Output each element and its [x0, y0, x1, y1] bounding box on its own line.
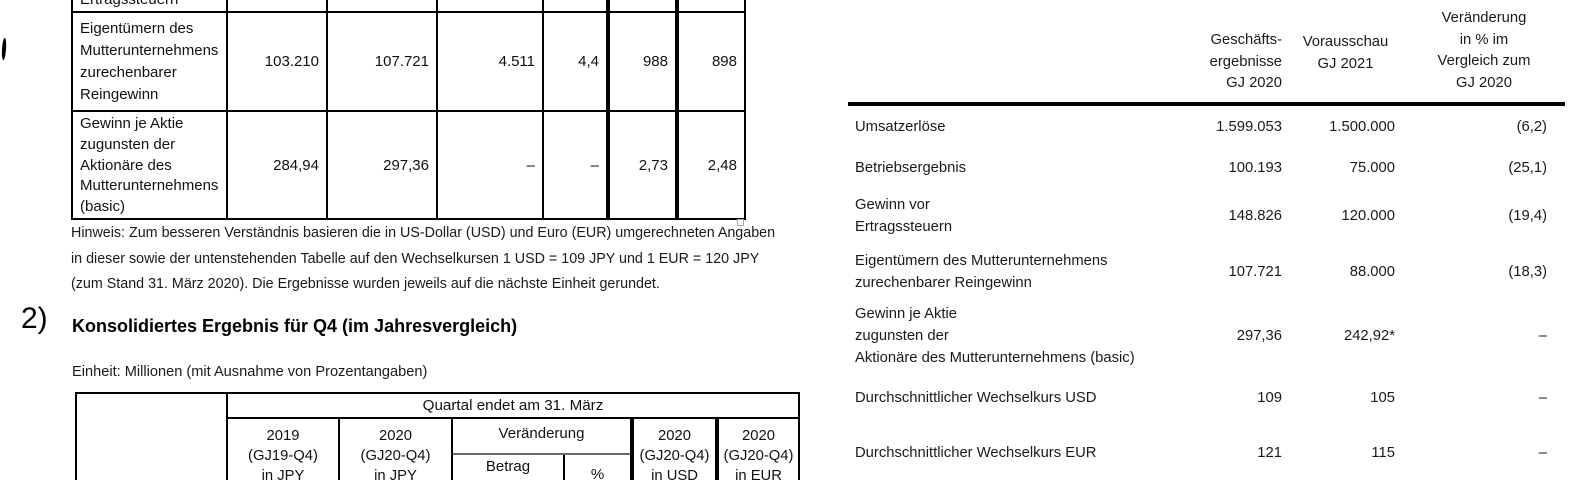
cut-off-glyph-fragment — [1, 37, 7, 61]
exchange-rate-note: Hinweis: Zum besseren Verständnis basier… — [71, 225, 776, 293]
section-title: Konsolidiertes Ergebnis für Q4 (im Jahre… — [72, 316, 518, 336]
table-cell: 105 — [1370, 389, 1395, 406]
table-cell: 1.599.053 — [1216, 118, 1282, 135]
table-cell: 2,73 — [606, 112, 675, 218]
table-cell: – — [1538, 389, 1547, 406]
table-cell — [438, 0, 544, 11]
header-rule — [848, 102, 1565, 106]
column-header-forecast-gj2021: Vorausschau GJ 2021 — [1302, 34, 1389, 72]
table-cell: (6,2) — [1516, 118, 1547, 135]
table-cell: 121 — [1257, 444, 1282, 461]
table-cell: 898 — [675, 13, 744, 110]
table-cell: 1.500.000 — [1329, 118, 1395, 135]
table-row: Gewinn vor Ertragssteuern 148.826 120.00… — [848, 188, 1565, 244]
column-header-results-gj2020: Geschäfts- ergebnisse GJ 2020 — [1209, 32, 1282, 91]
table-cell — [544, 0, 606, 11]
table-row: Durchschnittlicher Wechselkurs USD 109 1… — [848, 372, 1565, 424]
table-row-cut: Ertragssteuern — [73, 0, 744, 13]
table-cell: 988 — [606, 13, 675, 110]
row-label: Durchschnittlicher Wechselkurs EUR — [855, 444, 1097, 461]
column-header-percent: % — [590, 466, 605, 480]
column-header-change-percent: Veränderung in % im Vergleich zum GJ 202… — [1437, 10, 1531, 91]
table-cell — [328, 0, 438, 11]
column-header-2020-usd: 2020 (GJ20-Q4) in USD — [630, 419, 715, 480]
table-cell — [606, 0, 675, 11]
table-cell: 88.000 — [1349, 263, 1395, 280]
table-cell: 120.000 — [1341, 207, 1396, 224]
table-cell: 2,48 — [675, 112, 744, 218]
table-cell: 107.721 — [328, 13, 438, 110]
row-label-column — [77, 394, 228, 480]
table-cell: (25,1) — [1508, 159, 1547, 176]
table-cell: 242,92* — [1343, 327, 1395, 344]
table-cell: (18,3) — [1508, 263, 1547, 280]
table-cell: – — [438, 112, 544, 218]
row-label-cell: Ertragssteuern — [73, 0, 228, 11]
table-cell: 284,94 — [228, 112, 328, 218]
table-cell: (19,4) — [1508, 207, 1547, 224]
table-cell: 75.000 — [1349, 159, 1395, 176]
column-header-2020-eur: 2020 (GJ20-Q4) in EUR — [715, 419, 798, 480]
table-row: Durchschnittlicher Wechselkurs EUR 121 1… — [848, 424, 1565, 480]
unit-note: Einheit: Millionen (mit Ausnahme von Pro… — [72, 364, 428, 380]
table-row: Betriebsergebnis 100.193 75.000 (25,1) — [848, 148, 1565, 188]
table-cell: 297,36 — [328, 112, 438, 218]
table-cell: – — [590, 156, 599, 174]
table-cell: 4.511 — [438, 13, 544, 110]
table-cell — [228, 0, 328, 11]
q4-quarter-table: Quartal endet am 31. März 2019 (GJ19-Q4)… — [75, 392, 800, 480]
table-row: Gewinn je Aktie zugunsten der Aktionäre … — [73, 112, 744, 218]
table-cell: 148.826 — [1228, 207, 1283, 224]
table-cell: 297,36 — [1236, 327, 1282, 344]
consolidated-fullyear-table: Ertragssteuern Eigentümern des Mutterunt… — [71, 0, 746, 220]
table-cell: 4,4 — [578, 53, 599, 70]
row-label: Betriebsergebnis — [855, 159, 967, 176]
section-number: 2) — [21, 302, 48, 335]
object-anchor-icon — [737, 219, 744, 226]
table-row: Umsatzerlöse 1.599.053 1.500.000 (6,2) — [848, 106, 1565, 148]
column-header-2019-jpy: 2019 (GJ19-Q4) in JPY — [228, 419, 340, 480]
row-label: Gewinn vor Ertragssteuern — [855, 196, 953, 235]
table-header-group: Quartal endet am 31. März 2019 (GJ19-Q4)… — [228, 394, 798, 480]
row-label: Ertragssteuern — [80, 0, 226, 11]
table-cell: 115 — [1371, 444, 1395, 461]
table-cell: – — [1538, 444, 1547, 461]
forecast-table-header: Geschäfts- ergebnisse GJ 2020 Vorausscha… — [848, 8, 1565, 102]
table-cell: 107.721 — [1228, 263, 1283, 280]
table-cell: 109 — [1257, 389, 1282, 406]
forecast-table: Geschäfts- ergebnisse GJ 2020 Vorausscha… — [848, 8, 1565, 480]
table-cell — [675, 0, 744, 11]
table-row: Eigentümern des Mutterunternehmens zurec… — [848, 244, 1565, 300]
row-label: Umsatzerlöse — [855, 118, 946, 135]
table-row: Gewinn je Aktie zugunsten der Aktionäre … — [848, 300, 1565, 372]
row-label: Eigentümern des Mutterunternehmens zurec… — [73, 13, 228, 110]
table-row: Eigentümern des Mutterunternehmens zurec… — [73, 13, 744, 112]
change-header-group: Veränderung Betrag in JPY % — [453, 419, 630, 480]
row-label: Durchschnittlicher Wechselkurs USD — [855, 389, 1097, 406]
change-header: Veränderung — [453, 419, 630, 455]
row-label: Eigentümern des Mutterunternehmens zurec… — [855, 252, 1108, 291]
table-cell: 100.193 — [1228, 159, 1283, 176]
column-header-2020-jpy: 2020 (GJ20-Q4) in JPY — [340, 419, 453, 480]
span-header: Quartal endet am 31. März — [228, 394, 798, 419]
table-cell: – — [1538, 327, 1547, 344]
row-label: Gewinn je Aktie zugunsten der Aktionäre … — [855, 305, 1135, 366]
table-cell: 103.210 — [228, 13, 328, 110]
column-header-amount: Betrag in JPY — [453, 455, 565, 480]
row-label: Gewinn je Aktie zugunsten der Aktionäre … — [73, 112, 228, 218]
